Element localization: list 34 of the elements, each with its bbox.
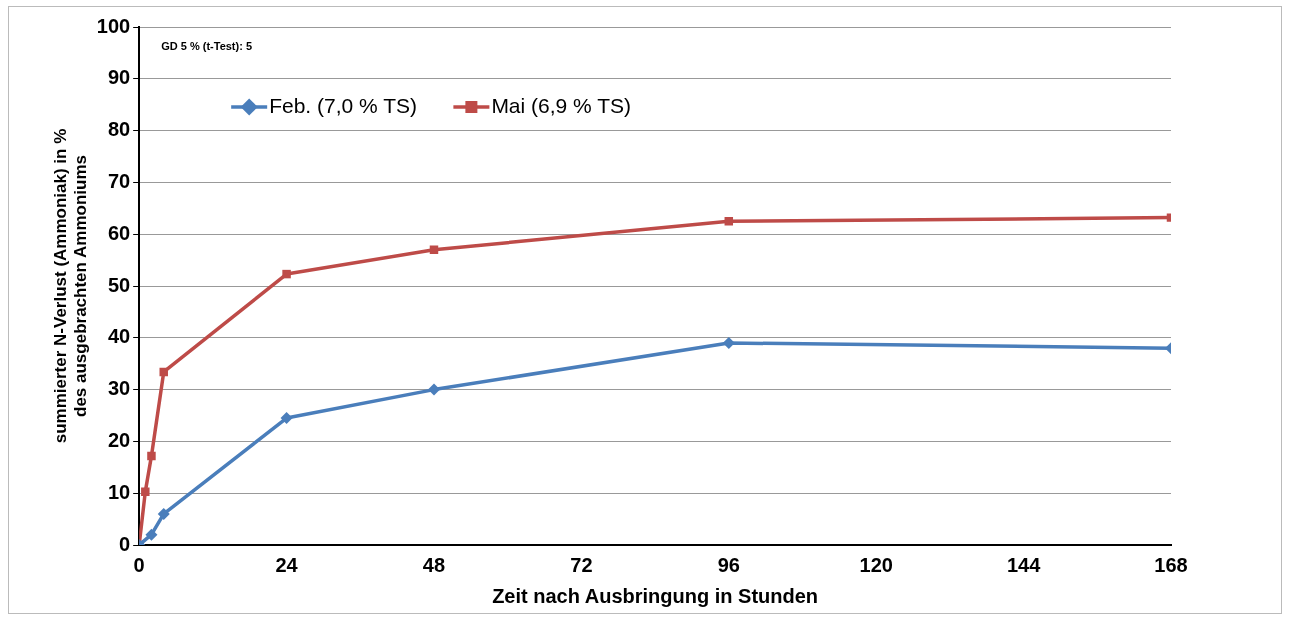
y-tick-label: 40 — [107, 325, 131, 348]
x-tick-label: 72 — [570, 553, 593, 576]
x-tick-label: 0 — [133, 553, 145, 576]
y-tick-label: 50 — [107, 273, 131, 296]
annotation: GD 5 % (t-Test): 5 — [161, 40, 253, 53]
x-tick-label: 168 — [1154, 553, 1188, 576]
x-tick-label: 144 — [1006, 553, 1042, 576]
x-tick-label: 120 — [859, 553, 893, 576]
y-tick-label: 30 — [107, 377, 131, 400]
x-axis-title: Zeit nach Ausbringung in Stunden — [492, 584, 819, 607]
y-tick-label: 0 — [119, 532, 131, 555]
point — [157, 507, 170, 520]
y-axis-title: summierter N-Verlust (Ammoniak) in % des ausgebrachten Ammoniums — [50, 128, 91, 444]
point — [280, 412, 293, 425]
y-tick-label: 100 — [96, 14, 131, 37]
y-tick-label: 20 — [107, 428, 131, 451]
y-tick-label: 10 — [107, 480, 131, 503]
legend-label: Mai (6,9 % TS) — [491, 93, 632, 117]
legend-label: Feb. (7,0 % TS) — [269, 93, 418, 117]
point — [427, 383, 440, 396]
y-tick-label: 60 — [107, 221, 131, 244]
point — [282, 269, 291, 279]
point — [145, 528, 158, 541]
x-tick-label: 96 — [717, 553, 740, 576]
point — [141, 487, 150, 496]
y-tick-label: 90 — [107, 66, 131, 89]
y-tick-label: 80 — [107, 118, 131, 141]
point — [147, 451, 156, 461]
point — [159, 367, 168, 377]
point — [429, 245, 439, 254]
x-tick-label: 48 — [422, 553, 446, 576]
point — [722, 336, 735, 349]
y-tick-label: 70 — [107, 169, 131, 192]
x-tick-label: 24 — [275, 553, 299, 576]
